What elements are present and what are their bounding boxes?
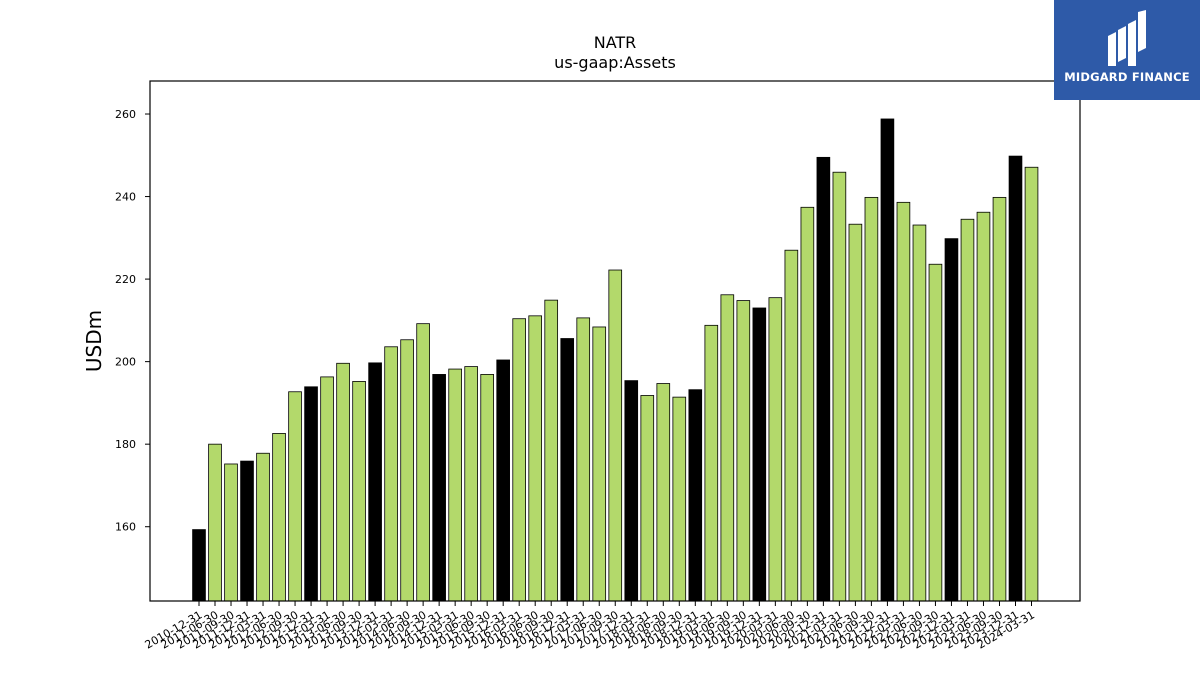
bar-2012-09-30 xyxy=(288,391,302,602)
bar-2024-03-31 xyxy=(1024,166,1039,602)
logo-text: MIDGARD FINANCE xyxy=(1064,70,1190,84)
bar-2019-06-30 xyxy=(720,294,735,602)
bar-2011-06-30 xyxy=(208,443,222,602)
bar-2014-12-31 xyxy=(432,374,446,602)
bar-2017-03-31 xyxy=(576,317,591,602)
bar-2013-12-31 xyxy=(368,362,382,602)
bar-2020-06-30 xyxy=(784,249,799,602)
bar-2011-09-30 xyxy=(224,463,238,602)
bar-2022-06-30 xyxy=(912,224,927,602)
bar-2016-09-30 xyxy=(544,299,559,602)
y-tick-label: 160 xyxy=(115,521,136,534)
bar-2019-03-31 xyxy=(704,324,719,602)
y-tick-label: 220 xyxy=(115,273,136,286)
bar-2015-03-31 xyxy=(448,368,462,602)
bar-2022-03-31 xyxy=(896,201,911,602)
logo-badge: MIDGARD FINANCE xyxy=(1054,0,1200,100)
bar-2018-06-30 xyxy=(656,383,671,602)
midgard-logo-icon xyxy=(1108,10,1146,66)
plot-frame xyxy=(149,80,1081,602)
bar-2023-06-30 xyxy=(976,211,991,602)
bar-2016-12-31 xyxy=(560,338,575,602)
bar-2021-03-31 xyxy=(832,171,847,602)
bar-2016-06-30 xyxy=(528,315,543,602)
bar-2019-09-30 xyxy=(736,300,751,602)
bar-2012-03-31 xyxy=(256,452,270,602)
bar-2015-09-30 xyxy=(480,374,494,602)
y-tick-label: 180 xyxy=(115,438,136,451)
bar-2011-12-31 xyxy=(240,460,254,602)
bar-2021-09-30 xyxy=(864,196,879,602)
bar-2020-03-31 xyxy=(768,297,783,602)
bar-2023-12-31 xyxy=(1008,155,1023,602)
bar-2018-09-30 xyxy=(672,396,687,602)
chart-subtitle: us-gaap:Assets xyxy=(554,53,676,72)
y-axis-ticks: 160 180 200 220 240 260 xyxy=(115,108,150,534)
bar-2020-09-30 xyxy=(800,206,815,602)
bar-2013-03-31 xyxy=(320,376,334,602)
bar-2023-03-31 xyxy=(960,218,975,602)
bar-2018-03-31 xyxy=(640,395,655,602)
bar-2010-12-31 xyxy=(192,529,206,602)
bar-2019-12-31 xyxy=(752,307,767,602)
bar-2015-12-31 xyxy=(496,359,510,602)
y-tick-label: 260 xyxy=(115,108,136,121)
bar-2015-06-30 xyxy=(464,366,478,602)
bar-2020-12-31 xyxy=(816,156,831,602)
bar-2016-03-31 xyxy=(512,318,526,602)
bar-2013-09-30 xyxy=(352,381,366,602)
bar-2022-12-31 xyxy=(944,238,959,602)
bar-2013-06-30 xyxy=(336,362,350,602)
x-axis-ticks: 2010-12-312011-06-302011-09-302011-12-31… xyxy=(143,601,1037,652)
bar-2014-09-30 xyxy=(416,323,430,602)
bar-2021-06-30 xyxy=(848,223,863,602)
bar-2012-06-30 xyxy=(272,433,286,602)
bar-2022-09-30 xyxy=(928,263,943,602)
bar-2023-09-30 xyxy=(992,196,1007,602)
bar-2014-06-30 xyxy=(400,339,414,602)
chart-title: NATR xyxy=(594,33,637,52)
bar-2017-09-30 xyxy=(608,269,623,602)
y-axis-label: USDm xyxy=(82,310,106,372)
bar-2018-12-31 xyxy=(688,389,703,602)
y-tick-label: 200 xyxy=(115,356,136,369)
bars xyxy=(192,118,1039,602)
bar-2014-03-31 xyxy=(384,346,398,602)
bar-2017-06-30 xyxy=(592,326,607,602)
bar-2021-12-31 xyxy=(880,118,895,602)
bar-2012-12-31 xyxy=(304,386,318,602)
y-tick-label: 240 xyxy=(115,191,136,204)
bar-2017-12-31 xyxy=(624,380,639,602)
